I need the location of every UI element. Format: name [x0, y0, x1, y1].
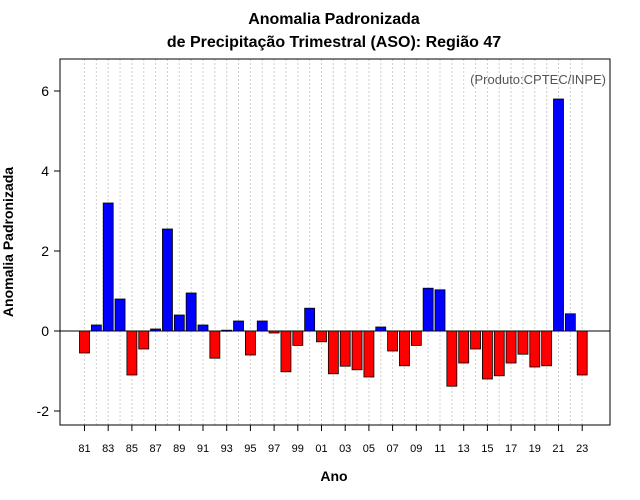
bar-15 — [481, 330, 493, 380]
bar-11 — [434, 289, 446, 332]
x-tick-label: 07 — [386, 443, 398, 455]
x-tick-label: 05 — [363, 443, 375, 455]
y-axis-label: Anomalia Padronizada — [0, 167, 16, 317]
bar-95 — [244, 330, 256, 356]
x-axis: 81 83 85 87 89 91 93 95 97 99 01 03 05 07 09 11 13 15 17 19… — [78, 425, 588, 455]
bar-02 — [327, 330, 339, 375]
bar-19 — [529, 330, 541, 368]
bar-90 — [185, 292, 197, 332]
bar-85 — [126, 330, 138, 376]
y-tick-label: 4 — [41, 163, 49, 179]
x-tick-label: 99 — [292, 443, 304, 455]
bar-81 — [79, 330, 90, 354]
y-tick-label: -2 — [37, 403, 50, 419]
x-tick-label: 01 — [315, 443, 327, 455]
x-tick-label: 13 — [458, 443, 470, 455]
bar-04 — [351, 330, 363, 371]
bar-03 — [339, 330, 351, 367]
y-tick-label: 2 — [41, 243, 49, 259]
bar-05 — [363, 330, 375, 378]
x-tick-label: 93 — [221, 443, 233, 455]
bar-83 — [102, 202, 114, 332]
x-tick-label: 11 — [434, 443, 445, 455]
bar-99 — [292, 330, 304, 346]
x-tick-label: 09 — [410, 443, 422, 455]
x-tick-label: 87 — [149, 443, 161, 455]
bar-93 — [221, 329, 233, 332]
bar-91 — [197, 324, 209, 332]
x-axis-label: Ano — [320, 468, 347, 484]
bar-07 — [387, 330, 399, 352]
y-axis: -2 0 2 4 6 — [37, 83, 60, 419]
bar-92 — [209, 330, 221, 359]
bar-14 — [470, 330, 481, 350]
bar-89 — [173, 314, 185, 332]
x-tick-label: 21 — [552, 443, 564, 455]
bars — [79, 98, 588, 387]
x-tick-label: 23 — [576, 443, 588, 455]
bar-17 — [505, 330, 517, 364]
bar-97 — [268, 330, 280, 334]
x-tick-label: 91 — [197, 443, 209, 455]
bar-86 — [138, 330, 150, 350]
bar-23 — [576, 330, 588, 376]
x-tick-label: 15 — [481, 443, 493, 455]
x-tick-label: 03 — [339, 443, 351, 455]
bar-10 — [422, 287, 434, 332]
x-tick-label: 83 — [102, 443, 114, 455]
bar-22 — [564, 313, 576, 332]
bar-00 — [304, 307, 316, 332]
x-tick-label: 81 — [78, 443, 90, 455]
x-tick-label: 95 — [244, 443, 256, 455]
x-tick-label: 85 — [126, 443, 138, 455]
bar-21 — [553, 98, 564, 332]
bar-98 — [280, 330, 292, 373]
bar-96 — [256, 320, 268, 332]
bar-18 — [517, 330, 529, 355]
bar-12 — [446, 330, 458, 387]
bar-87 — [150, 328, 162, 332]
bar-82 — [90, 324, 102, 332]
bar-09 — [410, 330, 422, 346]
x-tick-label: 97 — [268, 443, 280, 455]
bar-08 — [399, 330, 410, 367]
bar-20 — [541, 330, 553, 367]
plot-frame — [59, 58, 611, 426]
bar-94 — [233, 320, 244, 332]
bar-84 — [114, 298, 126, 332]
grid — [84, 59, 583, 425]
y-tick-label: 0 — [41, 323, 49, 339]
y-tick-label: 6 — [41, 83, 49, 99]
bar-88 — [162, 228, 173, 332]
credit-label: (Produto:CPTEC/INPE) — [470, 72, 606, 87]
x-tick-label: 17 — [505, 443, 517, 455]
chart-subtitle: de Precipitação Trimestral (ASO): Região… — [167, 34, 501, 51]
bar-13 — [458, 330, 470, 364]
x-tick-label: 89 — [173, 443, 185, 455]
x-tick-label: 19 — [529, 443, 541, 455]
chart-title: Anomalia Padronizada — [248, 11, 420, 28]
bar-16 — [493, 330, 505, 377]
bar-01 — [316, 330, 327, 343]
bar-06 — [375, 326, 387, 332]
